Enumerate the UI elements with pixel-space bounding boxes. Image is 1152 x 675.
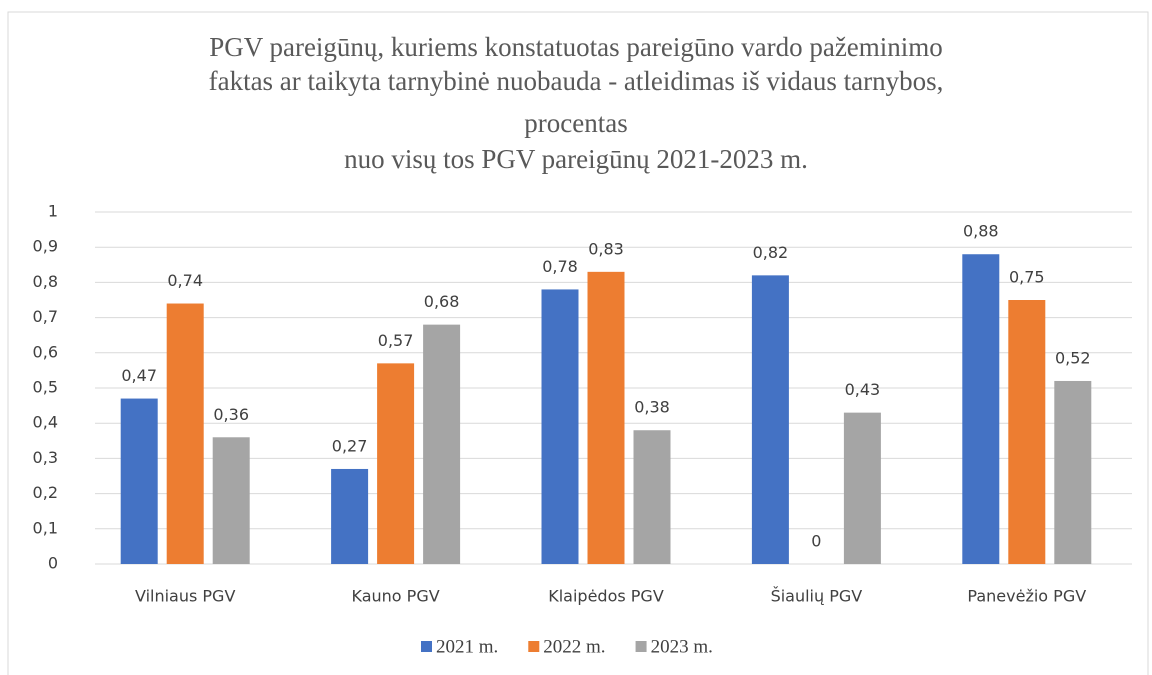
bar — [331, 468, 369, 564]
y-tick-label: 0,7 — [33, 307, 58, 326]
legend-swatch — [421, 641, 432, 652]
legend-label: 2023 m. — [651, 636, 713, 657]
bar — [751, 275, 789, 564]
data-label: 0,74 — [167, 271, 203, 290]
y-tick-label: 0,8 — [33, 272, 58, 291]
data-label: 0,27 — [332, 436, 368, 455]
bar — [212, 437, 250, 564]
bar — [962, 254, 1000, 565]
y-tick-label: 0,3 — [33, 448, 58, 467]
y-tick-label: 0,4 — [33, 413, 58, 432]
x-tick-label: Vilniaus PGV — [135, 587, 235, 606]
bar — [1054, 380, 1092, 564]
data-label: 0,75 — [1009, 268, 1045, 287]
legend-label: 2021 m. — [436, 636, 498, 657]
data-label: 0,83 — [588, 239, 624, 258]
bar — [587, 271, 625, 564]
y-tick-label: 0,1 — [33, 518, 58, 537]
bar — [633, 430, 671, 564]
legend-label: 2022 m. — [543, 636, 605, 657]
chart-title: nuo visų tos PGV pareigūnų 2021-2023 m. — [344, 144, 808, 174]
chart-title: PGV pareigūnų, kuriems konstatuotas pare… — [209, 32, 943, 62]
data-label: 0,43 — [845, 380, 881, 399]
y-tick-label: 1 — [48, 202, 58, 221]
data-label: 0 — [811, 532, 821, 551]
bar — [423, 324, 461, 564]
bar — [377, 363, 415, 564]
bar — [843, 412, 881, 564]
y-tick-label: 0,9 — [33, 237, 58, 256]
data-label: 0,78 — [542, 257, 578, 276]
data-label: 0,82 — [753, 243, 789, 262]
data-label: 0,57 — [378, 331, 414, 350]
data-label: 0,36 — [213, 405, 249, 424]
y-tick-label: 0,5 — [33, 378, 58, 397]
y-tick-label: 0,2 — [33, 483, 58, 502]
data-label: 0,38 — [634, 398, 670, 417]
chart-title: procentas — [524, 108, 627, 138]
legend-swatch — [528, 641, 540, 652]
data-label: 0,68 — [424, 292, 460, 311]
bar — [166, 303, 204, 564]
bar — [541, 289, 579, 564]
x-tick-label: Panevėžio PGV — [967, 587, 1086, 606]
y-tick-label: 0 — [48, 554, 58, 573]
y-tick-label: 0,6 — [33, 342, 58, 361]
data-label: 0,88 — [963, 222, 999, 241]
legend-swatch — [635, 641, 647, 652]
x-tick-label: Klaipėdos PGV — [548, 587, 664, 606]
x-tick-label: Kauno PGV — [352, 587, 440, 606]
bar — [1008, 300, 1046, 564]
data-label: 0,52 — [1055, 348, 1091, 367]
data-label: 0,47 — [121, 366, 157, 385]
x-tick-label: Šiaulių PGV — [771, 587, 863, 606]
bar — [120, 398, 158, 564]
chart-title: faktas ar taikyta tarnybinė nuobauda - a… — [209, 66, 944, 96]
